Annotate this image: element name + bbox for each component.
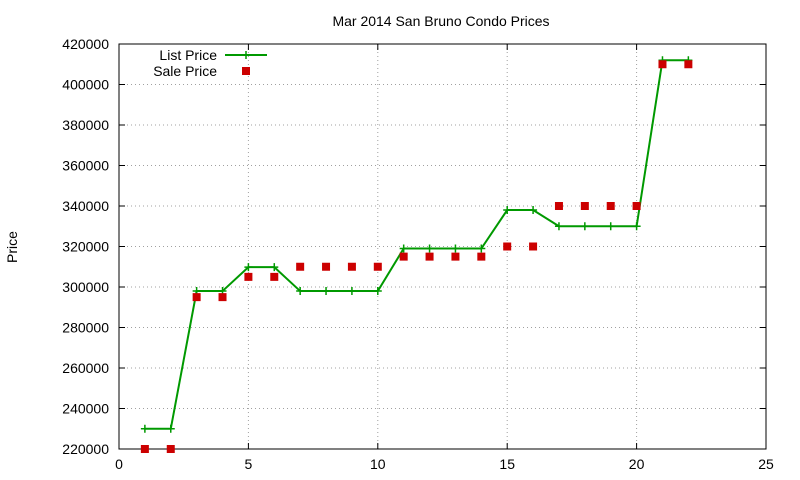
list-price-point	[554, 222, 563, 231]
y-tick-label: 320000	[62, 239, 109, 255]
sale-price-point	[399, 252, 408, 261]
x-tick-label: 10	[370, 456, 386, 472]
sale-price-point	[554, 202, 563, 210]
sale-price-point	[270, 272, 279, 281]
x-tick-label: 0	[115, 456, 123, 472]
list-price-point	[606, 222, 615, 231]
chart-title: Mar 2014 San Bruno Condo Prices	[332, 13, 549, 29]
list-price-point	[399, 244, 408, 253]
sale-price-point	[425, 252, 434, 261]
plot-area-border	[118, 43, 767, 450]
y-axis-label: Price	[4, 231, 20, 263]
grid	[119, 44, 766, 449]
sale-price-point	[658, 60, 667, 69]
x-tick-label: 5	[245, 456, 253, 472]
list-price-point	[373, 287, 382, 296]
list-price-point	[451, 244, 460, 253]
x-tick-label: 25	[758, 456, 774, 472]
sale-price-point	[218, 293, 227, 302]
list-price-point	[270, 263, 279, 272]
legend-sale-price-marker	[242, 67, 250, 75]
legend-list-price-label: List Price	[159, 47, 217, 63]
list-price-point	[580, 222, 589, 231]
list-price-point	[529, 206, 538, 215]
sale-price-point	[347, 262, 356, 271]
list-price-point	[166, 424, 175, 433]
list-price-point	[425, 244, 434, 253]
sale-price-point	[140, 445, 149, 453]
list-price-point	[347, 287, 356, 296]
sale-price-point	[580, 202, 589, 210]
sale-price-point	[606, 202, 615, 210]
sale-price-point	[684, 60, 693, 69]
sale-price-point	[477, 252, 486, 261]
list-price-point	[632, 222, 641, 231]
y-tick-label: 420000	[62, 36, 109, 52]
list-price-point	[322, 287, 331, 296]
list-price-point	[503, 206, 512, 215]
y-tick-label: 300000	[62, 279, 109, 295]
y-tick-label: 360000	[62, 158, 109, 174]
axis-ticks: 0 5 10 15 20 25 220000 240000 260000 280000 300000…	[62, 36, 774, 472]
sale-price-point	[529, 242, 538, 251]
y-tick-label: 340000	[62, 198, 109, 214]
series-layer	[140, 56, 693, 453]
sale-price-point	[373, 262, 382, 271]
list-price-point	[296, 287, 305, 296]
sale-price-point	[244, 272, 253, 281]
y-tick-label: 260000	[62, 360, 109, 376]
sale-price-point	[632, 202, 641, 210]
legend-list-price-marker	[242, 51, 250, 59]
sale-price-point	[192, 293, 201, 302]
sale-price-point	[166, 445, 175, 453]
sale-price-point	[451, 252, 460, 261]
list-price-line	[144, 59, 689, 430]
sale-price-point	[322, 262, 331, 271]
x-tick-label: 20	[629, 456, 645, 472]
y-tick-label: 280000	[62, 320, 109, 336]
y-tick-label: 380000	[62, 117, 109, 133]
sale-price-point	[503, 242, 512, 251]
list-price-point	[244, 263, 253, 272]
y-tick-label: 220000	[62, 441, 109, 457]
list-price-point	[140, 424, 149, 433]
y-tick-label: 240000	[62, 401, 109, 417]
legend-sale-price-label: Sale Price	[153, 63, 217, 79]
list-price-point	[477, 244, 486, 253]
y-tick-label: 400000	[62, 77, 109, 93]
x-tick-label: 15	[499, 456, 515, 472]
sale-price-point	[296, 262, 305, 271]
